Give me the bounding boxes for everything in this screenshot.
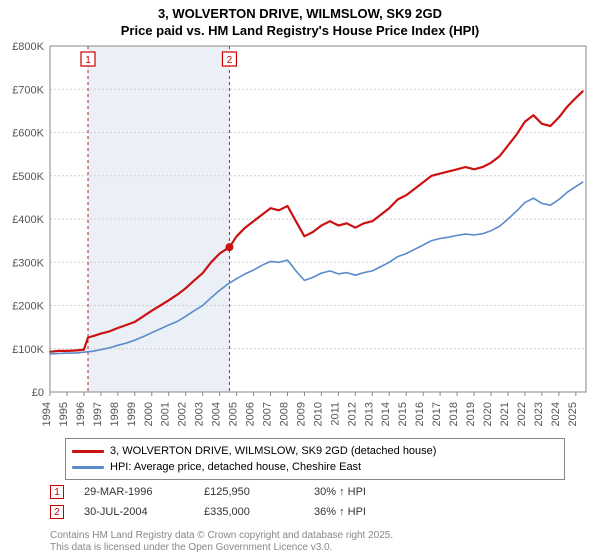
svg-text:2007: 2007 bbox=[262, 402, 274, 426]
legend-swatch-2 bbox=[72, 466, 104, 469]
svg-text:1998: 1998 bbox=[109, 402, 121, 426]
svg-text:2019: 2019 bbox=[465, 402, 477, 426]
svg-text:2: 2 bbox=[227, 55, 233, 66]
transaction-hpi-2: 36% ↑ HPI bbox=[314, 506, 404, 518]
transaction-marker-1: 1 bbox=[50, 485, 64, 499]
transaction-marker-2: 2 bbox=[50, 505, 64, 519]
transaction-date-1: 29-MAR-1996 bbox=[84, 486, 184, 498]
svg-text:1994: 1994 bbox=[41, 402, 53, 426]
svg-text:2002: 2002 bbox=[177, 402, 189, 426]
svg-text:2017: 2017 bbox=[431, 402, 443, 426]
svg-text:1996: 1996 bbox=[75, 402, 87, 426]
svg-text:£600K: £600K bbox=[12, 128, 44, 140]
footer-line-1: Contains HM Land Registry data © Crown c… bbox=[50, 530, 393, 542]
svg-text:2013: 2013 bbox=[363, 402, 375, 426]
footer-attribution: Contains HM Land Registry data © Crown c… bbox=[50, 530, 393, 554]
svg-text:£500K: £500K bbox=[12, 171, 44, 183]
svg-text:2000: 2000 bbox=[143, 402, 155, 426]
svg-text:2020: 2020 bbox=[482, 402, 494, 426]
svg-text:2021: 2021 bbox=[499, 402, 511, 426]
svg-text:2025: 2025 bbox=[567, 402, 579, 426]
svg-text:2010: 2010 bbox=[312, 402, 324, 426]
transaction-row-2: 2 30-JUL-2004 £335,000 36% ↑ HPI bbox=[50, 502, 404, 522]
svg-text:2016: 2016 bbox=[414, 402, 426, 426]
svg-text:2006: 2006 bbox=[245, 402, 257, 426]
chart-legend: 3, WOLVERTON DRIVE, WILMSLOW, SK9 2GD (d… bbox=[65, 438, 565, 480]
svg-text:2009: 2009 bbox=[295, 402, 307, 426]
transaction-price-1: £125,950 bbox=[204, 486, 294, 498]
svg-text:2004: 2004 bbox=[211, 402, 223, 426]
chart-plot-area: £0£100K£200K£300K£400K£500K£600K£700K£80… bbox=[50, 46, 586, 392]
svg-text:1995: 1995 bbox=[58, 402, 70, 426]
svg-text:2008: 2008 bbox=[278, 402, 290, 426]
svg-text:£200K: £200K bbox=[12, 301, 44, 313]
svg-text:£300K: £300K bbox=[12, 257, 44, 269]
svg-text:2022: 2022 bbox=[516, 402, 528, 426]
transaction-row-1: 1 29-MAR-1996 £125,950 30% ↑ HPI bbox=[50, 482, 404, 502]
title-line-1: 3, WOLVERTON DRIVE, WILMSLOW, SK9 2GD bbox=[0, 6, 600, 23]
legend-row-1: 3, WOLVERTON DRIVE, WILMSLOW, SK9 2GD (d… bbox=[72, 443, 558, 459]
svg-text:1999: 1999 bbox=[126, 402, 138, 426]
transactions-table: 1 29-MAR-1996 £125,950 30% ↑ HPI 2 30-JU… bbox=[50, 482, 404, 522]
svg-text:£100K: £100K bbox=[12, 344, 44, 356]
transaction-date-2: 30-JUL-2004 bbox=[84, 506, 184, 518]
svg-text:£0: £0 bbox=[32, 387, 44, 399]
svg-text:£400K: £400K bbox=[12, 214, 44, 226]
svg-text:1: 1 bbox=[85, 55, 91, 66]
svg-text:2003: 2003 bbox=[194, 402, 206, 426]
footer-line-2: This data is licensed under the Open Gov… bbox=[50, 542, 393, 554]
svg-text:2024: 2024 bbox=[550, 402, 562, 426]
chart-container: 3, WOLVERTON DRIVE, WILMSLOW, SK9 2GD Pr… bbox=[0, 0, 600, 560]
svg-text:2011: 2011 bbox=[329, 402, 341, 426]
legend-label-2: HPI: Average price, detached house, Ches… bbox=[110, 461, 361, 473]
transaction-price-2: £335,000 bbox=[204, 506, 294, 518]
svg-text:2005: 2005 bbox=[228, 402, 240, 426]
svg-text:2018: 2018 bbox=[448, 402, 460, 426]
svg-text:2014: 2014 bbox=[380, 402, 392, 426]
title-block: 3, WOLVERTON DRIVE, WILMSLOW, SK9 2GD Pr… bbox=[0, 0, 600, 40]
svg-text:2015: 2015 bbox=[397, 402, 409, 426]
svg-text:£700K: £700K bbox=[12, 84, 44, 96]
svg-text:2023: 2023 bbox=[533, 402, 545, 426]
legend-row-2: HPI: Average price, detached house, Ches… bbox=[72, 459, 558, 475]
svg-text:2012: 2012 bbox=[346, 402, 358, 426]
svg-text:2001: 2001 bbox=[160, 402, 172, 426]
legend-swatch-1 bbox=[72, 450, 104, 453]
svg-text:1997: 1997 bbox=[92, 402, 104, 426]
svg-text:£800K: £800K bbox=[12, 41, 44, 53]
transaction-hpi-1: 30% ↑ HPI bbox=[314, 486, 404, 498]
legend-label-1: 3, WOLVERTON DRIVE, WILMSLOW, SK9 2GD (d… bbox=[110, 445, 436, 457]
title-line-2: Price paid vs. HM Land Registry's House … bbox=[0, 23, 600, 40]
